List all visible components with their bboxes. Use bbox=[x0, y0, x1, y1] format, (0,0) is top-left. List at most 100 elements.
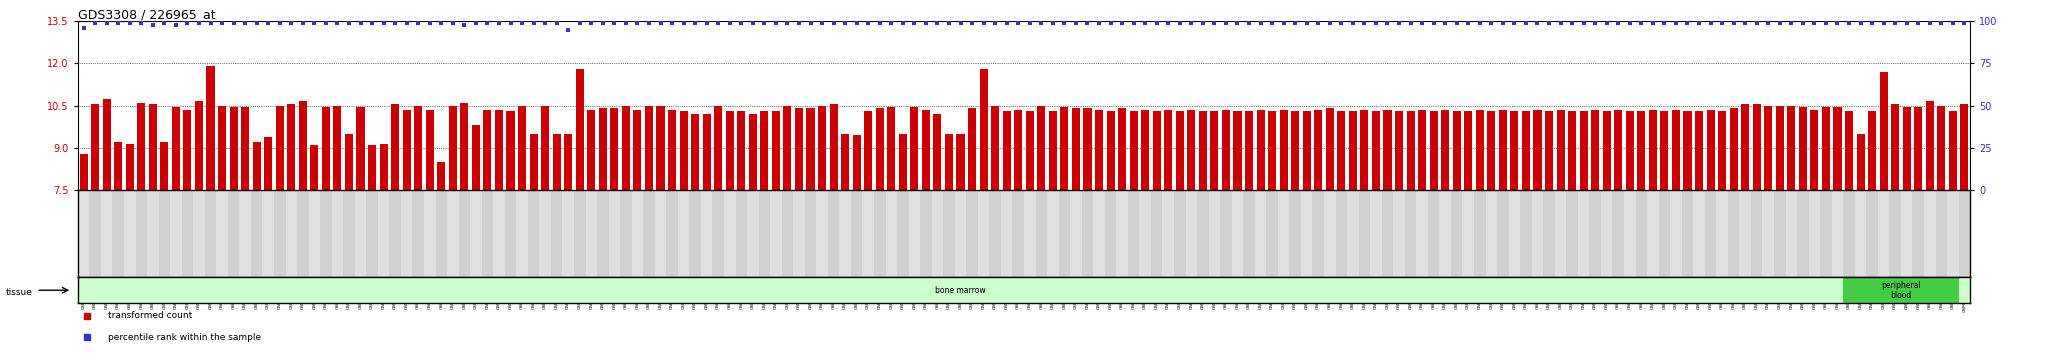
Bar bbox=[690, 190, 700, 277]
Bar bbox=[471, 125, 479, 190]
Point bbox=[1497, 20, 1530, 26]
Bar bbox=[461, 103, 469, 190]
Bar bbox=[1104, 190, 1116, 277]
Point bbox=[1948, 20, 1980, 26]
Bar bbox=[608, 190, 621, 277]
Bar bbox=[1649, 110, 1657, 190]
Bar bbox=[287, 104, 295, 190]
Point bbox=[1210, 20, 1243, 26]
Bar bbox=[1348, 190, 1358, 277]
Bar bbox=[770, 190, 782, 277]
Bar bbox=[1833, 107, 1841, 190]
Point bbox=[252, 20, 285, 26]
Bar bbox=[1532, 190, 1544, 277]
Point bbox=[1567, 20, 1599, 26]
Bar bbox=[1290, 111, 1298, 190]
Bar bbox=[90, 190, 100, 277]
Bar bbox=[1520, 190, 1532, 277]
Point bbox=[932, 20, 965, 26]
Point bbox=[391, 20, 424, 26]
Bar bbox=[1372, 111, 1380, 190]
Bar bbox=[135, 190, 147, 277]
Bar bbox=[563, 134, 571, 190]
Bar bbox=[852, 135, 860, 190]
Bar bbox=[1798, 107, 1806, 190]
Bar bbox=[1753, 104, 1761, 190]
Bar bbox=[1059, 190, 1071, 277]
Bar bbox=[1130, 111, 1137, 190]
Bar bbox=[539, 190, 551, 277]
Bar bbox=[909, 190, 920, 277]
Point bbox=[1649, 20, 1681, 26]
Point bbox=[1243, 20, 1278, 26]
Bar bbox=[334, 106, 342, 190]
Bar bbox=[1683, 111, 1692, 190]
Point bbox=[1141, 20, 1174, 26]
Text: percentile rank within the sample: percentile rank within the sample bbox=[109, 333, 262, 342]
Bar bbox=[1464, 111, 1473, 190]
Point bbox=[655, 20, 688, 26]
Bar bbox=[1544, 190, 1554, 277]
Bar bbox=[1716, 190, 1729, 277]
Point bbox=[621, 20, 653, 26]
Bar bbox=[299, 102, 307, 190]
Bar bbox=[1188, 110, 1196, 190]
Bar bbox=[412, 190, 424, 277]
Bar bbox=[1636, 190, 1647, 277]
Point bbox=[459, 20, 492, 26]
Bar bbox=[1915, 107, 1923, 190]
Bar bbox=[262, 190, 274, 277]
Point bbox=[1278, 20, 1311, 26]
Bar bbox=[1151, 190, 1163, 277]
Point bbox=[770, 20, 803, 26]
Bar bbox=[1198, 190, 1208, 277]
Point bbox=[1868, 20, 1901, 26]
Bar bbox=[944, 190, 954, 277]
Point bbox=[1325, 20, 1358, 26]
Point bbox=[1430, 20, 1462, 26]
Bar bbox=[633, 110, 641, 190]
Bar bbox=[309, 190, 319, 277]
Bar bbox=[1958, 190, 1970, 277]
Point bbox=[563, 20, 596, 26]
Bar bbox=[1452, 111, 1460, 190]
Bar bbox=[332, 190, 344, 277]
Bar bbox=[1186, 190, 1198, 277]
Bar bbox=[276, 106, 285, 190]
Bar bbox=[1071, 190, 1081, 277]
Point bbox=[1683, 20, 1716, 26]
Bar bbox=[1442, 110, 1450, 190]
Point bbox=[90, 20, 123, 26]
Bar bbox=[1659, 190, 1671, 277]
Point bbox=[1083, 20, 1116, 26]
Bar bbox=[598, 108, 606, 190]
Bar bbox=[1407, 111, 1415, 190]
Bar bbox=[518, 106, 526, 190]
Point bbox=[541, 20, 573, 26]
Point bbox=[633, 20, 666, 26]
Bar bbox=[1405, 190, 1417, 277]
Bar bbox=[1913, 190, 1923, 277]
Bar bbox=[1671, 190, 1681, 277]
Point bbox=[551, 27, 584, 33]
Point bbox=[610, 20, 643, 26]
Bar bbox=[1210, 111, 1219, 190]
Bar bbox=[242, 107, 250, 190]
Bar bbox=[715, 106, 723, 190]
Point bbox=[1370, 20, 1403, 26]
Point bbox=[817, 20, 850, 26]
Bar bbox=[887, 107, 895, 190]
Point bbox=[887, 20, 920, 26]
Bar bbox=[1614, 110, 1622, 190]
Point bbox=[264, 20, 297, 26]
Point bbox=[864, 20, 897, 26]
Bar bbox=[436, 190, 446, 277]
Bar bbox=[610, 108, 618, 190]
Bar bbox=[113, 190, 125, 277]
Bar bbox=[1128, 190, 1139, 277]
Bar bbox=[252, 190, 262, 277]
Bar bbox=[645, 106, 653, 190]
Bar bbox=[1198, 111, 1206, 190]
Point bbox=[1614, 20, 1647, 26]
Point bbox=[1395, 20, 1427, 26]
